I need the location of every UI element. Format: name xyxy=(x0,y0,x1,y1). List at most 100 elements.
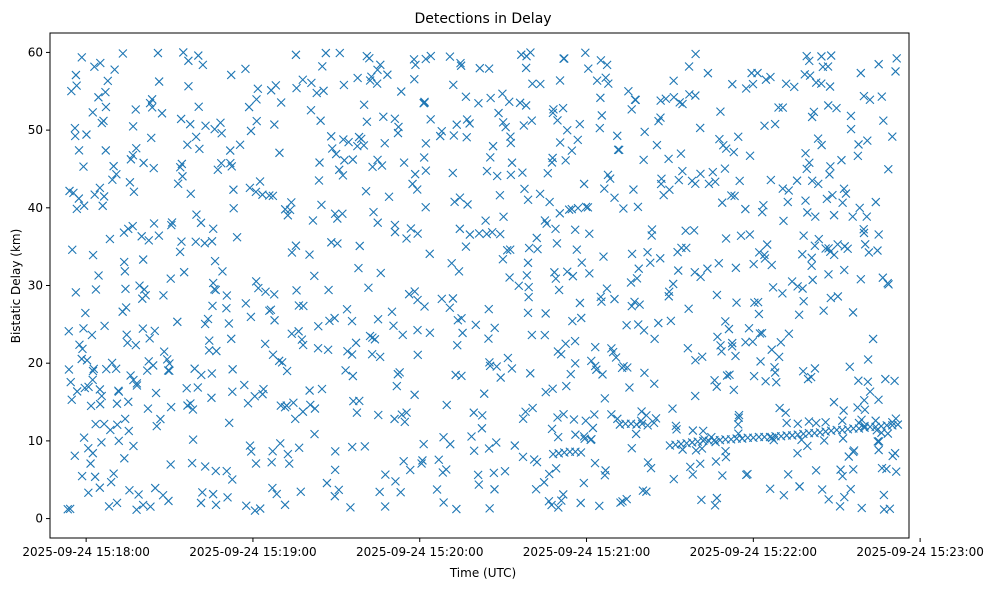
detection-point xyxy=(824,494,834,504)
detection-point xyxy=(570,358,580,368)
detection-point xyxy=(71,287,81,297)
detection-point xyxy=(111,169,121,179)
detection-point xyxy=(571,430,580,440)
detection-point xyxy=(122,330,132,340)
detection-point xyxy=(567,146,577,156)
detection-point xyxy=(138,255,148,264)
detection-point xyxy=(837,416,847,426)
detection-point xyxy=(839,265,849,275)
detection-point xyxy=(322,478,332,488)
y-axis-label: Bistatic Delay (km) xyxy=(9,229,23,344)
detection-point xyxy=(397,410,407,419)
detection-point xyxy=(787,277,797,286)
detection-point xyxy=(845,362,855,372)
detection-point xyxy=(226,334,236,344)
detection-point xyxy=(664,154,673,164)
detection-point xyxy=(712,493,722,503)
detection-point xyxy=(128,150,138,160)
detection-point xyxy=(817,485,827,494)
detection-point xyxy=(813,134,823,143)
x-tick-label: 2025-09-24 15:23:00 xyxy=(856,545,983,559)
detection-point xyxy=(369,207,378,217)
detection-point xyxy=(208,489,218,499)
detection-point xyxy=(781,408,791,418)
detection-point xyxy=(776,337,786,347)
detection-point xyxy=(624,86,633,96)
detection-point xyxy=(775,403,784,413)
detection-point xyxy=(583,202,593,212)
detection-point xyxy=(651,413,661,423)
detection-point xyxy=(232,232,242,242)
detection-point xyxy=(225,158,235,168)
detection-point xyxy=(503,353,513,363)
detection-point xyxy=(733,429,743,439)
detection-point xyxy=(771,377,781,387)
detection-point xyxy=(797,249,807,259)
detection-point xyxy=(612,414,622,424)
detection-point xyxy=(86,459,95,468)
detection-point xyxy=(383,70,392,80)
detection-point xyxy=(312,88,322,98)
detection-point xyxy=(891,67,900,76)
detection-point xyxy=(811,418,821,428)
detection-point xyxy=(873,437,883,446)
detection-point xyxy=(70,123,80,133)
detection-point xyxy=(613,145,623,155)
detection-point xyxy=(678,445,687,454)
detection-point xyxy=(163,366,173,375)
detection-point xyxy=(373,155,382,165)
detection-point xyxy=(533,244,542,254)
detection-point xyxy=(359,141,369,150)
detection-point xyxy=(445,439,455,449)
detection-point xyxy=(251,276,261,286)
detection-point xyxy=(734,410,744,420)
detection-point xyxy=(380,502,390,511)
detection-point xyxy=(323,345,333,355)
detection-point xyxy=(207,236,217,246)
detection-point xyxy=(200,462,210,471)
detection-point xyxy=(500,466,510,476)
detection-point xyxy=(864,248,874,257)
detection-point xyxy=(529,455,539,464)
detection-point xyxy=(362,51,372,61)
detection-point xyxy=(399,158,409,168)
detection-point xyxy=(485,503,495,513)
detection-point xyxy=(352,408,362,418)
x-axis-label: Time (UTC) xyxy=(449,566,516,580)
x-axis-ticks: 2025-09-24 15:18:00 2025-09-24 15:19:00 20… xyxy=(22,538,984,559)
detection-point xyxy=(520,184,529,194)
detection-point xyxy=(402,408,411,418)
detection-point xyxy=(688,426,698,435)
detection-point xyxy=(810,241,820,251)
detection-point xyxy=(839,406,849,415)
detection-point xyxy=(99,192,109,201)
detection-point xyxy=(874,437,884,446)
detection-point xyxy=(227,475,237,484)
detection-point xyxy=(749,371,759,381)
detection-point xyxy=(330,446,340,456)
detection-point xyxy=(406,224,416,233)
detection-point xyxy=(859,228,869,238)
detection-point xyxy=(887,417,897,427)
detection-point xyxy=(893,420,903,429)
detection-point xyxy=(542,219,552,229)
detection-point xyxy=(760,121,769,131)
detection-point xyxy=(241,298,251,308)
detection-point xyxy=(640,127,650,137)
detection-point xyxy=(630,95,640,105)
detection-point xyxy=(860,405,870,415)
detection-point xyxy=(134,490,144,499)
detection-point xyxy=(616,498,625,508)
detection-point xyxy=(884,280,893,289)
detection-point xyxy=(426,115,436,124)
detection-point xyxy=(704,179,714,189)
detection-point xyxy=(524,282,534,292)
detection-point xyxy=(264,191,274,200)
detection-point xyxy=(203,314,213,324)
detection-point xyxy=(287,248,297,257)
detection-point xyxy=(95,483,105,493)
detection-point xyxy=(380,470,390,479)
detection-point xyxy=(484,334,493,344)
detection-point xyxy=(735,176,745,186)
detection-point xyxy=(691,445,701,455)
